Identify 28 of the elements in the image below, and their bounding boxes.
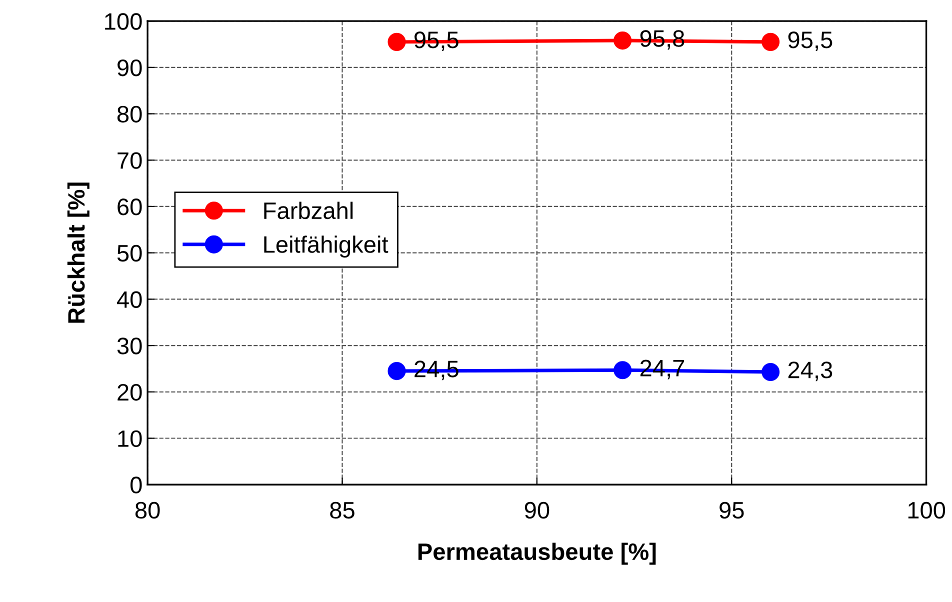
x-tick-label: 85	[330, 502, 354, 519]
y-tick-label: 10	[118, 430, 142, 448]
y-tick-label: 30	[117, 338, 142, 354]
legend-label: Leitfähigkeit	[264, 236, 388, 258]
y-tick-label: 80	[117, 106, 142, 123]
y-tick-label: 0	[130, 476, 142, 494]
y-axis-title: Rückhalt [%]	[67, 182, 90, 323]
point	[388, 32, 406, 51]
y-tick-label: 70	[118, 152, 142, 169]
x-tick-label: 80	[135, 502, 160, 519]
x-tick-label: 90	[524, 502, 550, 519]
data-label: 24,3	[788, 362, 832, 382]
y-tick-label: 50	[117, 244, 142, 262]
point	[762, 32, 780, 51]
y-tick-label: 100	[105, 13, 142, 30]
data-label: 95,5	[788, 32, 832, 52]
point	[614, 32, 632, 50]
point	[614, 361, 632, 380]
x-axis-title: Permeatausbeute [%]	[418, 542, 656, 565]
y-tick-label: 40	[116, 291, 142, 308]
y-tick-label: 20	[118, 384, 142, 401]
x-tick-label: 100	[908, 502, 946, 519]
point	[762, 362, 780, 381]
x-tick-label: 95	[720, 502, 744, 519]
point	[388, 362, 406, 380]
y-tick-label: 60	[118, 198, 142, 216]
y-tick-label: 90	[118, 59, 142, 76]
legend-label: Farbzahl	[264, 202, 353, 220]
